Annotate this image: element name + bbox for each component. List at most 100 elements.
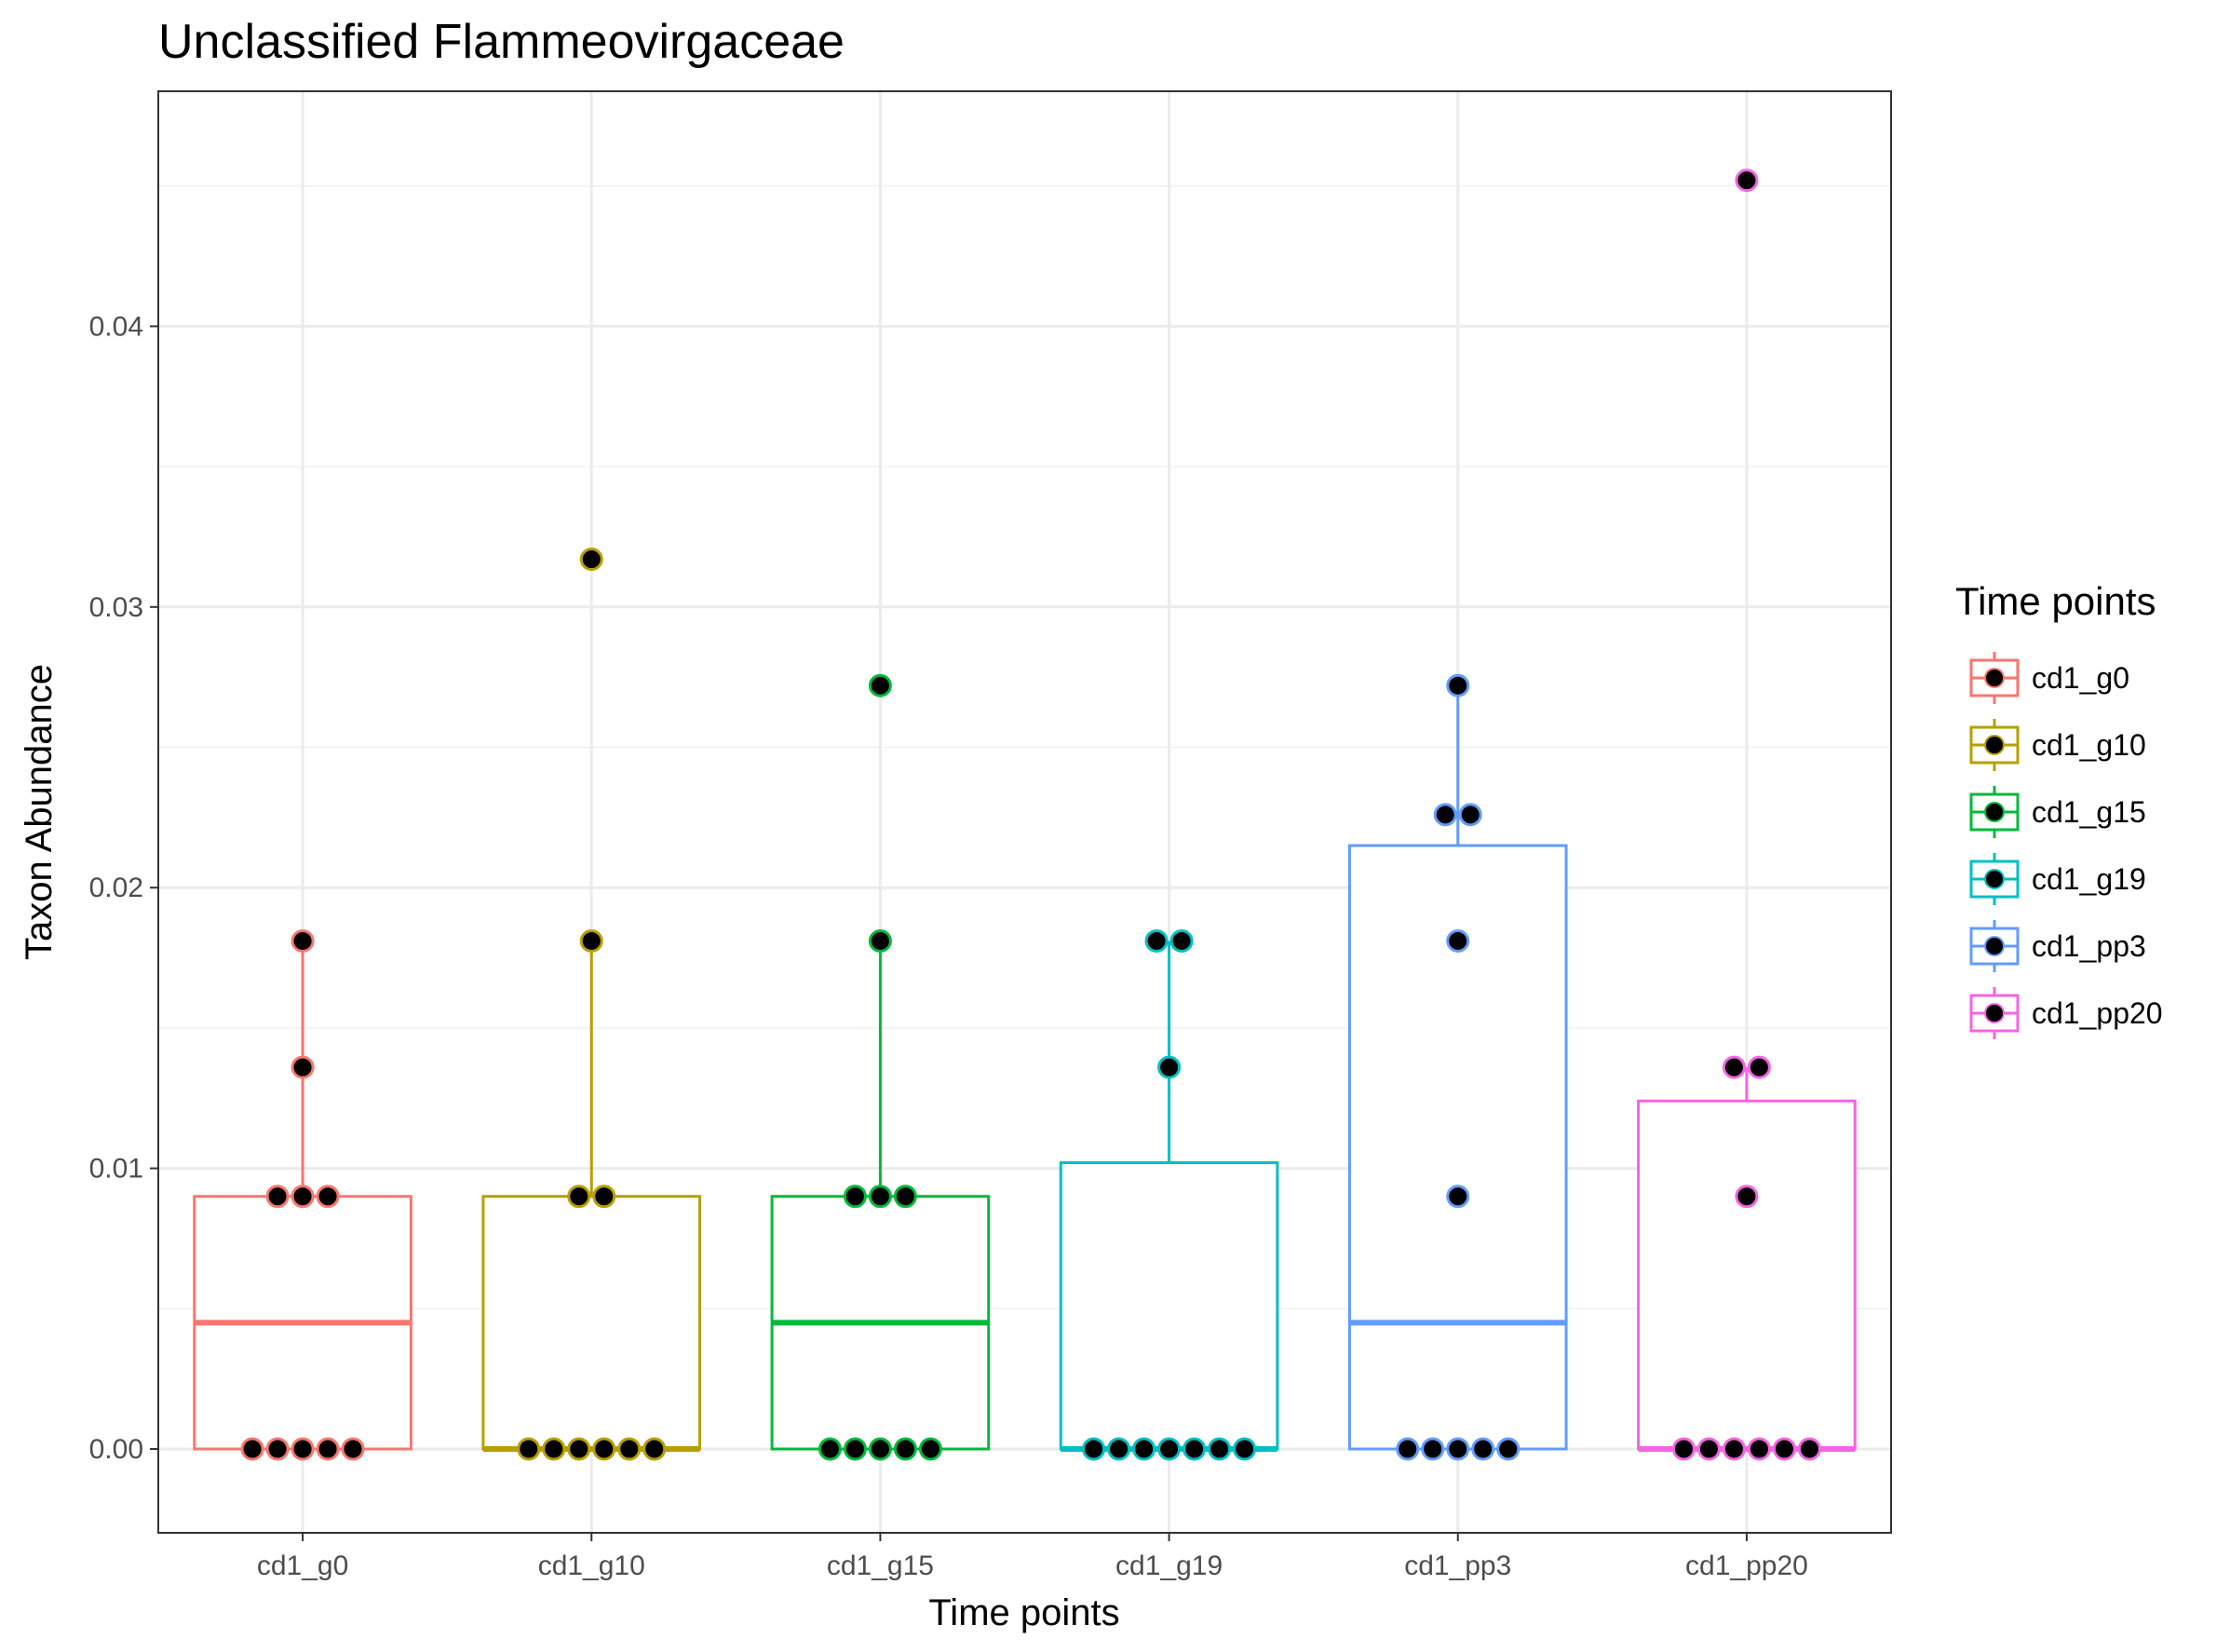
data-point bbox=[291, 1437, 315, 1461]
x-tick-label: cd1_pp20 bbox=[1685, 1550, 1808, 1581]
data-point bbox=[642, 1437, 667, 1461]
data-point bbox=[316, 1185, 340, 1209]
data-point bbox=[1157, 1055, 1182, 1079]
data-point bbox=[1797, 1437, 1821, 1461]
data-point bbox=[918, 1437, 942, 1461]
data-point bbox=[567, 1185, 591, 1209]
data-point bbox=[579, 548, 603, 572]
legend-key-dot bbox=[1984, 869, 2005, 889]
data-point bbox=[843, 1437, 867, 1461]
legend-label: cd1_g10 bbox=[2032, 728, 2146, 762]
data-point bbox=[592, 1185, 616, 1209]
data-point bbox=[240, 1437, 264, 1461]
legend-item-cd1_pp20: cd1_pp20 bbox=[1969, 987, 2163, 1039]
legend-key-dot bbox=[1984, 802, 2005, 822]
data-point bbox=[1722, 1437, 1746, 1461]
data-point bbox=[868, 1437, 892, 1461]
y-tick-label: 0.02 bbox=[89, 873, 143, 903]
x-axis-title: Time points bbox=[928, 1592, 1119, 1633]
box-iqr bbox=[481, 1195, 702, 1451]
x-tick-label: cd1_g15 bbox=[827, 1550, 934, 1581]
data-point bbox=[1233, 1437, 1257, 1461]
x-tick-label: cd1_g19 bbox=[1115, 1550, 1223, 1581]
y-tick-label: 0.03 bbox=[89, 592, 143, 623]
data-point bbox=[868, 1185, 892, 1209]
data-point bbox=[1421, 1437, 1445, 1461]
legend-label: cd1_g0 bbox=[2032, 661, 2129, 695]
box-iqr bbox=[1059, 1161, 1279, 1451]
data-point bbox=[291, 1185, 315, 1209]
data-point bbox=[1496, 1437, 1520, 1461]
legend-key-dot bbox=[1984, 735, 2005, 755]
data-point bbox=[1735, 1185, 1759, 1209]
data-point bbox=[291, 928, 315, 953]
data-point bbox=[1735, 169, 1759, 193]
data-point bbox=[1747, 1437, 1771, 1461]
plot-border bbox=[157, 90, 1892, 1534]
data-point bbox=[1169, 928, 1194, 953]
boxes bbox=[193, 685, 1857, 1452]
x-tick-label: cd1_pp3 bbox=[1404, 1550, 1511, 1581]
legend-item-cd1_g10: cd1_g10 bbox=[1969, 719, 2146, 771]
data-point bbox=[1208, 1437, 1232, 1461]
plot-panel bbox=[158, 91, 1891, 1533]
data-point bbox=[542, 1437, 566, 1461]
y-tick-label: 0.01 bbox=[89, 1154, 143, 1185]
legend-title: Time points bbox=[1955, 579, 2156, 623]
points bbox=[240, 169, 1821, 1461]
data-point bbox=[1671, 1437, 1696, 1461]
legend-label: cd1_pp3 bbox=[2032, 929, 2146, 963]
data-point bbox=[1433, 803, 1457, 827]
data-point bbox=[868, 928, 892, 953]
data-point bbox=[1471, 1437, 1495, 1461]
data-point bbox=[265, 1185, 290, 1209]
legend-item-cd1_pp3: cd1_pp3 bbox=[1969, 920, 2146, 972]
data-point bbox=[1446, 1437, 1470, 1461]
data-point bbox=[1132, 1437, 1156, 1461]
data-point bbox=[1458, 803, 1482, 827]
legend-key-dot bbox=[1984, 668, 2005, 688]
legend-item-cd1_g0: cd1_g0 bbox=[1969, 652, 2129, 704]
data-point bbox=[1696, 1437, 1721, 1461]
data-point bbox=[868, 673, 892, 697]
data-point bbox=[291, 1055, 315, 1079]
data-point bbox=[1446, 673, 1470, 697]
data-point bbox=[517, 1437, 541, 1461]
legend-item-cd1_g19: cd1_g19 bbox=[1969, 853, 2146, 905]
axis-ticks: 0.00 0.01 0.02 0.03 0.04 cd1_g0 cd1_g10 cd1_g15… bbox=[89, 311, 1808, 1581]
data-point bbox=[1144, 928, 1169, 953]
data-point bbox=[1082, 1437, 1106, 1461]
data-point bbox=[818, 1437, 842, 1461]
box-iqr bbox=[1637, 1099, 1857, 1451]
data-point bbox=[341, 1437, 365, 1461]
legend-label: cd1_g19 bbox=[2032, 862, 2146, 896]
data-point bbox=[592, 1437, 616, 1461]
data-point bbox=[1157, 1437, 1182, 1461]
legend: Time points cd1_g0 cd1_g10 cd1_g15 cd1_g19c… bbox=[1955, 579, 2163, 1039]
legend-item-cd1_g15: cd1_g15 bbox=[1969, 786, 2146, 838]
data-point bbox=[567, 1437, 591, 1461]
data-point bbox=[1396, 1437, 1420, 1461]
data-point bbox=[579, 928, 603, 953]
data-point bbox=[893, 1185, 917, 1209]
legend-key-dot bbox=[1984, 1003, 2005, 1023]
data-point bbox=[1107, 1437, 1131, 1461]
data-point bbox=[1772, 1437, 1796, 1461]
legend-key-dot bbox=[1984, 936, 2005, 956]
data-point bbox=[1446, 1185, 1470, 1209]
legend-label: cd1_g15 bbox=[2032, 795, 2146, 829]
data-point bbox=[316, 1437, 340, 1461]
x-tick-label: cd1_g0 bbox=[257, 1550, 348, 1581]
y-axis-title: Taxon Abundance bbox=[19, 664, 60, 960]
data-point bbox=[1446, 928, 1470, 953]
y-tick-label: 0.04 bbox=[89, 311, 143, 342]
data-point bbox=[893, 1437, 917, 1461]
x-tick-label: cd1_g10 bbox=[538, 1550, 645, 1581]
data-point bbox=[843, 1185, 867, 1209]
y-tick-label: 0.00 bbox=[89, 1434, 143, 1465]
data-point bbox=[1747, 1055, 1771, 1079]
data-point bbox=[265, 1437, 290, 1461]
legend-label: cd1_pp20 bbox=[2032, 996, 2163, 1030]
data-point bbox=[617, 1437, 642, 1461]
